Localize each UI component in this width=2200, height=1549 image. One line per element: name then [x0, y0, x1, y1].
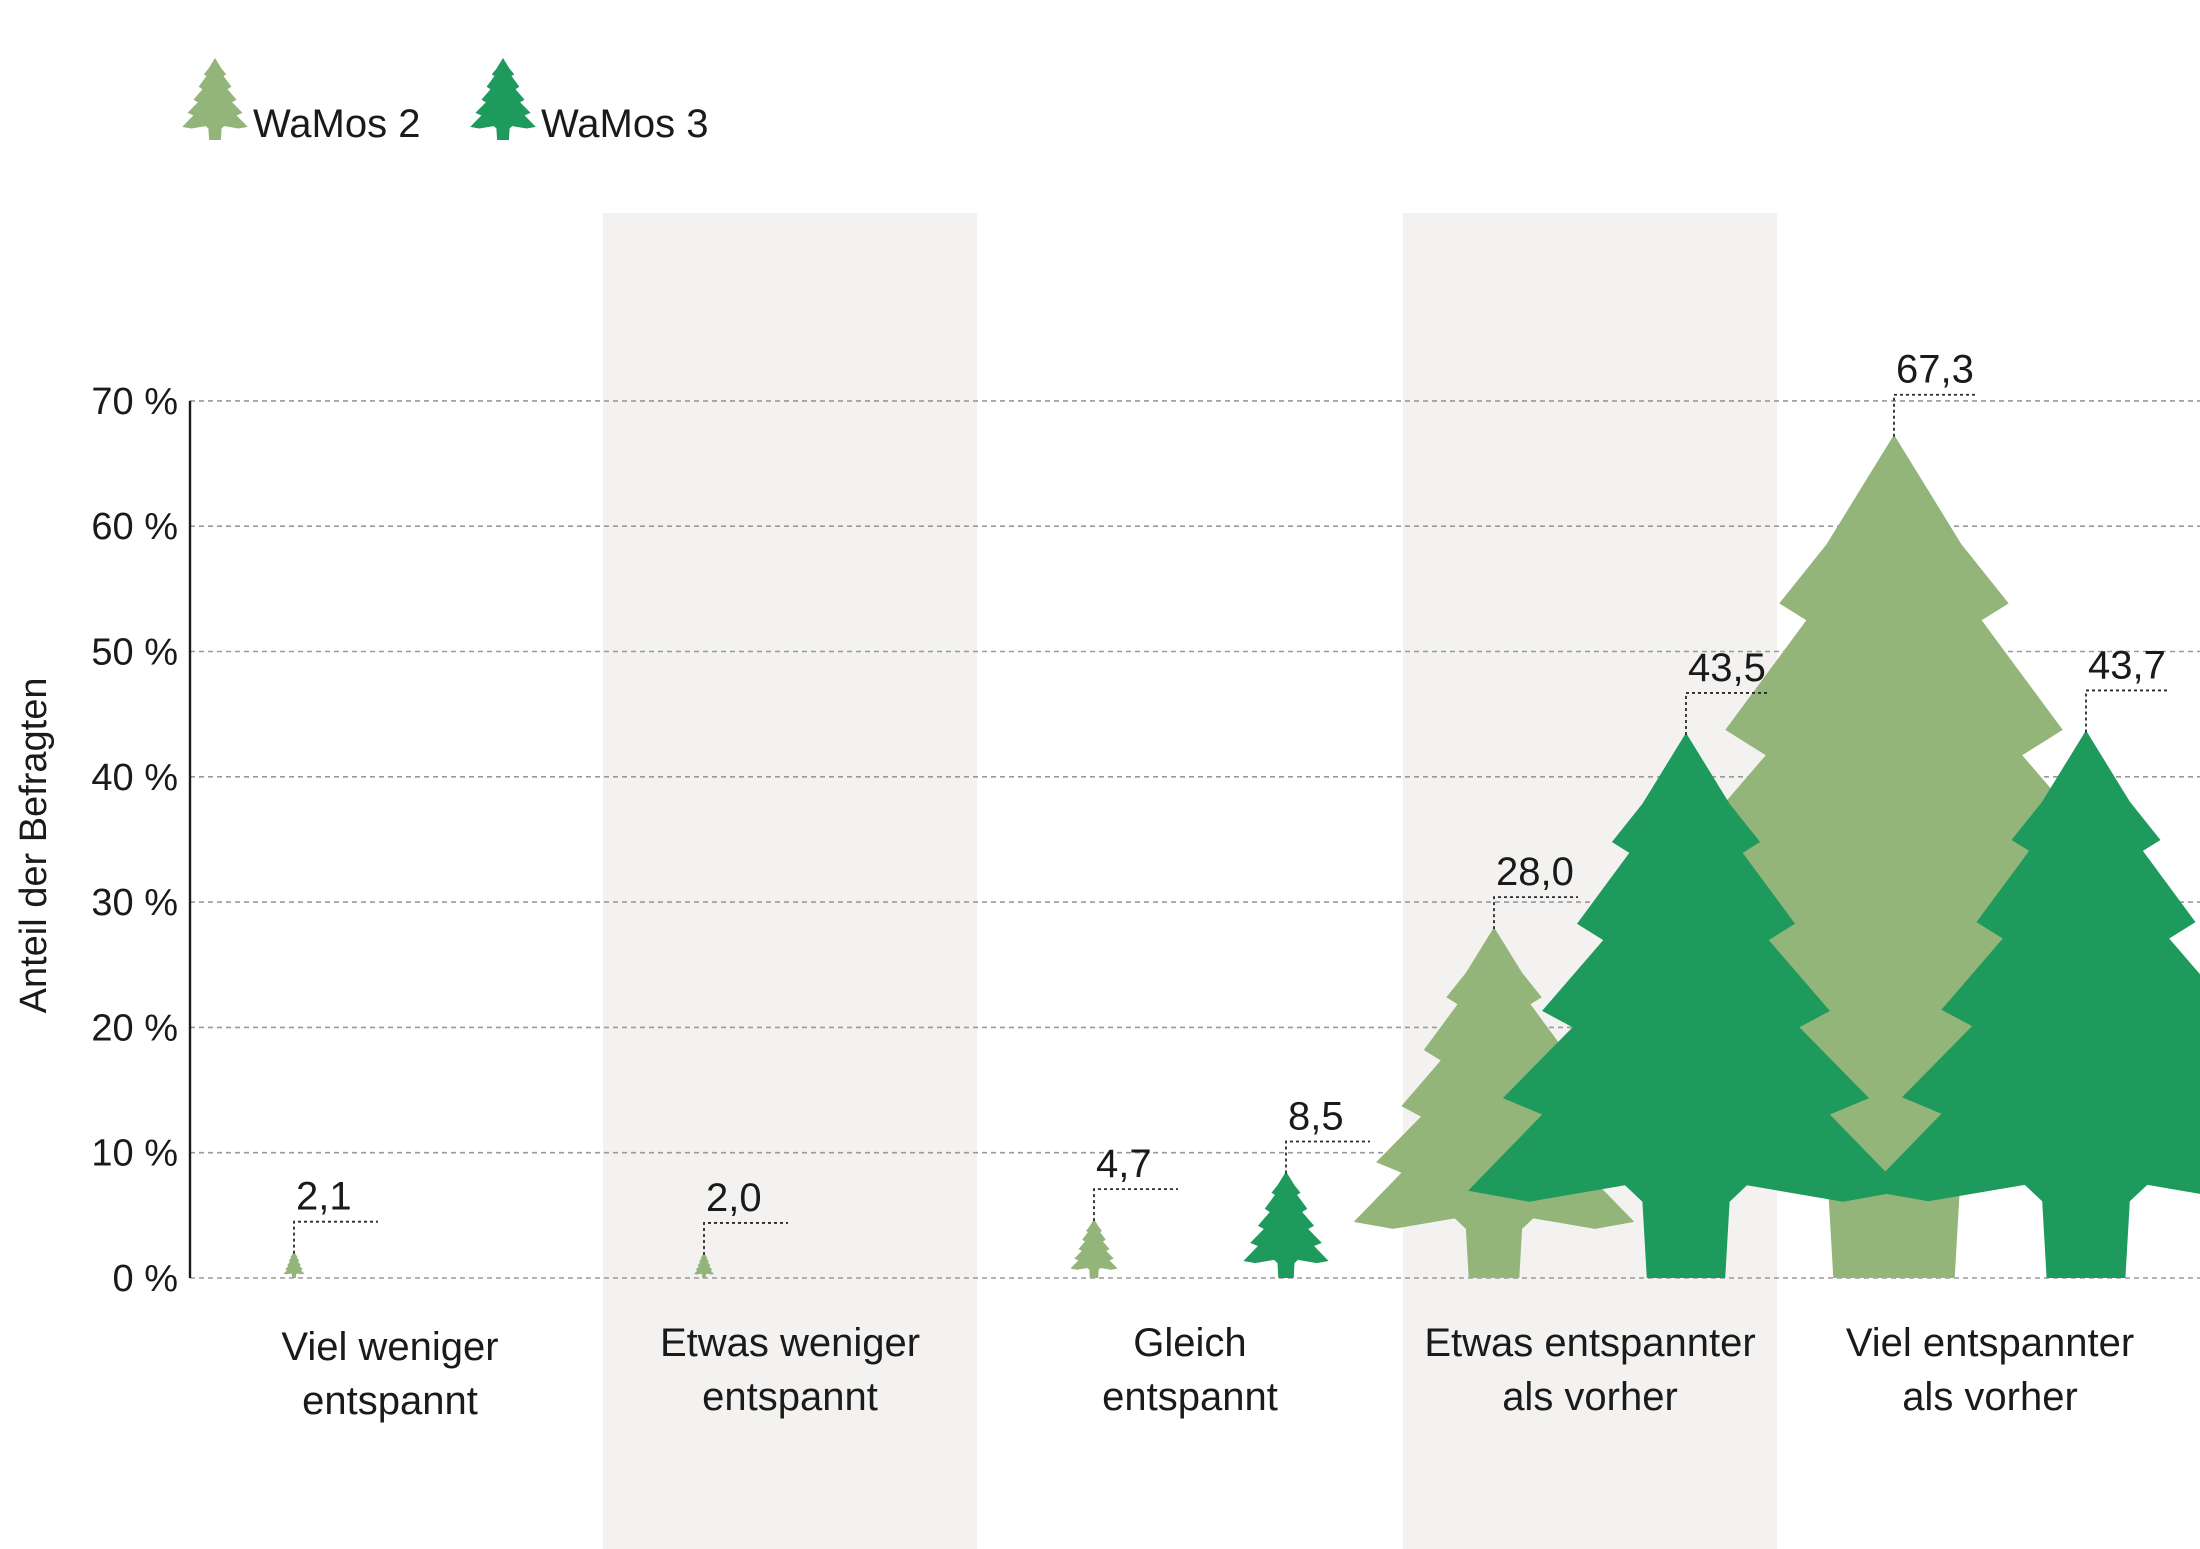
category-labels: Viel weniger entspannt Etwas weniger entspa…	[281, 1321, 2134, 1423]
y-tick-labels: 0 % 10 % 20 % 30 % 40 % 50 % 60 % 70 %	[91, 381, 178, 1300]
y-tick-label: 60 %	[91, 506, 178, 548]
category-band	[603, 213, 977, 1549]
value-label: 2,1	[296, 1175, 352, 1219]
category-label: Etwas entspannter	[1424, 1321, 1755, 1365]
tree-mark	[1867, 730, 2200, 1278]
value-label: 4,7	[1096, 1142, 1152, 1186]
value-leader	[703, 1222, 788, 1255]
value-label: 2,0	[706, 1176, 762, 1220]
tree-mark	[1070, 1219, 1118, 1278]
tree-mark	[283, 1251, 305, 1278]
y-tick-label: 40 %	[91, 757, 178, 799]
y-tick-label: 0 %	[113, 1258, 178, 1300]
legend-label: WaMos 3	[541, 102, 708, 146]
y-axis-label: Anteil der Befragten	[13, 678, 55, 1014]
y-tick-label: 20 %	[91, 1007, 178, 1049]
legend-label: WaMos 2	[253, 102, 420, 146]
value-label: 67,3	[1896, 348, 1974, 392]
category-label: als vorher	[1502, 1375, 1678, 1419]
y-tick-label: 70 %	[91, 381, 178, 423]
value-leader	[1685, 692, 1770, 735]
category-label: Etwas weniger	[660, 1321, 920, 1365]
value-leader	[1493, 896, 1578, 930]
y-tick-label: 50 %	[91, 632, 178, 674]
category-label: als vorher	[1902, 1375, 2078, 1419]
tree-mark	[1468, 732, 1904, 1278]
y-tick-label: 30 %	[91, 882, 178, 924]
value-label: 8,5	[1288, 1094, 1344, 1138]
tree-mark	[694, 1252, 714, 1278]
value-label: 43,5	[1688, 646, 1766, 690]
category-label: entspannt	[302, 1379, 478, 1423]
category-label: entspannt	[702, 1375, 878, 1419]
category-label: entspannt	[1102, 1375, 1278, 1419]
value-label: 43,7	[2088, 643, 2166, 687]
tree-mark	[1243, 1171, 1329, 1278]
tree-marks	[283, 434, 2200, 1278]
category-label: Viel entspannter	[1846, 1321, 2134, 1365]
value-labels: 2,1 2,0 4,7 28,0 67,3 8,5 43,5 43,7	[296, 348, 2166, 1220]
category-label: Gleich	[1133, 1321, 1246, 1365]
value-leader	[1093, 1188, 1178, 1222]
legend-swatch-tree	[470, 58, 536, 140]
category-label: Viel weniger	[281, 1325, 498, 1369]
value-leader	[1893, 393, 1978, 437]
value-leader	[2085, 689, 2170, 733]
value-leaders	[293, 393, 2170, 1255]
value-label: 28,0	[1496, 850, 1574, 894]
legend-swatch-tree	[182, 58, 248, 140]
value-leader	[293, 1220, 378, 1254]
value-leader	[1285, 1140, 1370, 1174]
legend: WaMos 2 WaMos 3	[182, 58, 708, 146]
y-tick-label: 10 %	[91, 1133, 178, 1175]
